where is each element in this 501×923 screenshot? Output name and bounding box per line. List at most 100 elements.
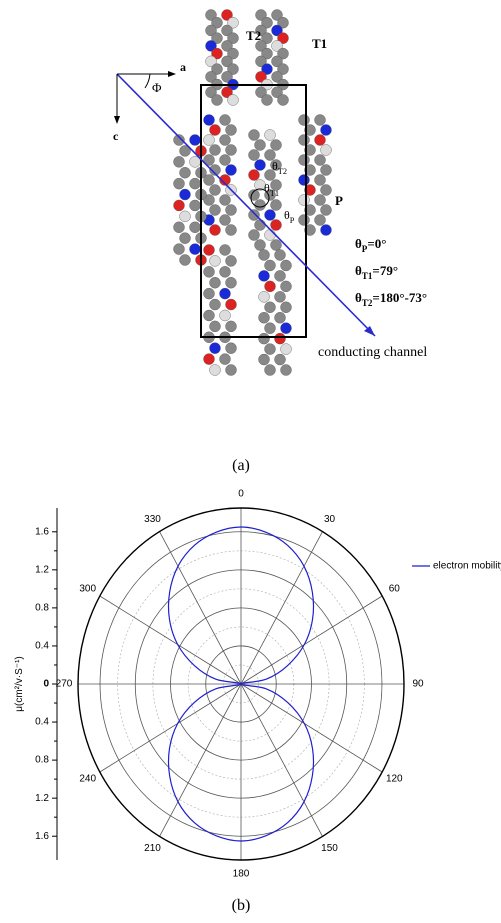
atom: [265, 281, 276, 292]
atom: [212, 95, 223, 106]
atom: [190, 200, 201, 211]
y-tick-label: 1.6: [35, 831, 49, 842]
atom: [299, 215, 310, 226]
atom: [220, 288, 231, 299]
atom: [265, 344, 276, 355]
figure: a c Φ T2 T1 P θT2 θT1 θP θP=0° θT1=79° θ…: [0, 0, 501, 923]
spoke: [241, 684, 382, 772]
angle-label: θP: [284, 208, 295, 225]
atom: [210, 255, 221, 266]
angle-label: 210: [144, 843, 161, 854]
atom: [249, 150, 260, 161]
atom: [204, 245, 215, 256]
atom: [190, 178, 201, 189]
arrow-head: [168, 71, 176, 77]
subscript: T1: [362, 271, 373, 281]
angle-label: 150: [321, 843, 338, 854]
atom: [220, 354, 231, 365]
atom: [210, 145, 221, 156]
atom: [299, 155, 310, 166]
atom: [174, 244, 185, 255]
atom: [265, 260, 276, 271]
y-axis-title: μ(cm²/v·S⁻¹): [14, 656, 25, 711]
axis-label: a: [180, 60, 186, 74]
atom: [265, 365, 276, 376]
atom: [255, 160, 266, 171]
atom: [226, 321, 237, 332]
atom: [174, 156, 185, 167]
atom: [220, 245, 231, 256]
atom: [210, 225, 221, 236]
atom: [259, 354, 270, 365]
atom: [180, 233, 191, 244]
atom: [315, 135, 326, 146]
atom: [210, 299, 221, 310]
subscript: T2: [362, 298, 373, 308]
angle-label: 60: [389, 584, 401, 595]
phi-label: Φ: [152, 80, 162, 95]
angle-label: 240: [79, 774, 96, 785]
atom: [255, 200, 266, 211]
y-tick-label: 1.2: [35, 564, 49, 575]
atom: [259, 333, 270, 344]
atom: [281, 302, 292, 313]
atom: [281, 260, 292, 271]
atom: [271, 200, 282, 211]
atom: [265, 130, 276, 141]
atom: [204, 288, 215, 299]
atom: [271, 220, 282, 231]
y-tick-label: 0.8: [35, 755, 49, 766]
atom: [226, 205, 237, 216]
y-tick-label: 1.2: [35, 793, 49, 804]
atom: [259, 291, 270, 302]
atom: [271, 240, 282, 251]
angle-label: 270: [56, 679, 73, 690]
text: =79°: [372, 263, 398, 278]
arrow-head: [114, 116, 120, 124]
atom: [321, 165, 332, 176]
atom: [299, 195, 310, 206]
atom: [275, 270, 286, 281]
atom: [226, 365, 237, 376]
atom: [265, 230, 276, 241]
atom: [321, 125, 332, 136]
atom: [321, 145, 332, 156]
atom: [226, 299, 237, 310]
atom: [315, 215, 326, 226]
atom: [220, 155, 231, 166]
atom: [190, 244, 201, 255]
atom: [281, 344, 292, 355]
atom: [180, 211, 191, 222]
atom: [210, 343, 221, 354]
spoke: [241, 532, 323, 684]
atom: [275, 291, 286, 302]
atom: [210, 205, 221, 216]
angle-label: 30: [324, 514, 336, 525]
atom: [255, 220, 266, 231]
atom: [315, 115, 326, 126]
atom: [249, 210, 260, 221]
atom: [180, 189, 191, 200]
angle-label: 300: [79, 584, 96, 595]
atom: [210, 185, 221, 196]
angle-label: 330: [144, 514, 161, 525]
atom: [281, 281, 292, 292]
atom: [204, 354, 215, 365]
angle-equation: θT2=180°-73°: [355, 290, 427, 308]
subscript: T2: [278, 167, 287, 176]
spoke: [100, 596, 241, 684]
spoke: [241, 684, 323, 836]
subscript: T1: [270, 189, 279, 198]
atom: [255, 240, 266, 251]
atom: [255, 140, 266, 151]
channel-label: conducting channel: [318, 345, 427, 360]
spoke: [160, 532, 242, 684]
atom: [210, 321, 221, 332]
atom: [265, 210, 276, 221]
atom: [321, 185, 332, 196]
atom: [299, 115, 310, 126]
atom: [220, 195, 231, 206]
atom: [220, 135, 231, 146]
atom: [226, 255, 237, 266]
atom: [275, 333, 286, 344]
